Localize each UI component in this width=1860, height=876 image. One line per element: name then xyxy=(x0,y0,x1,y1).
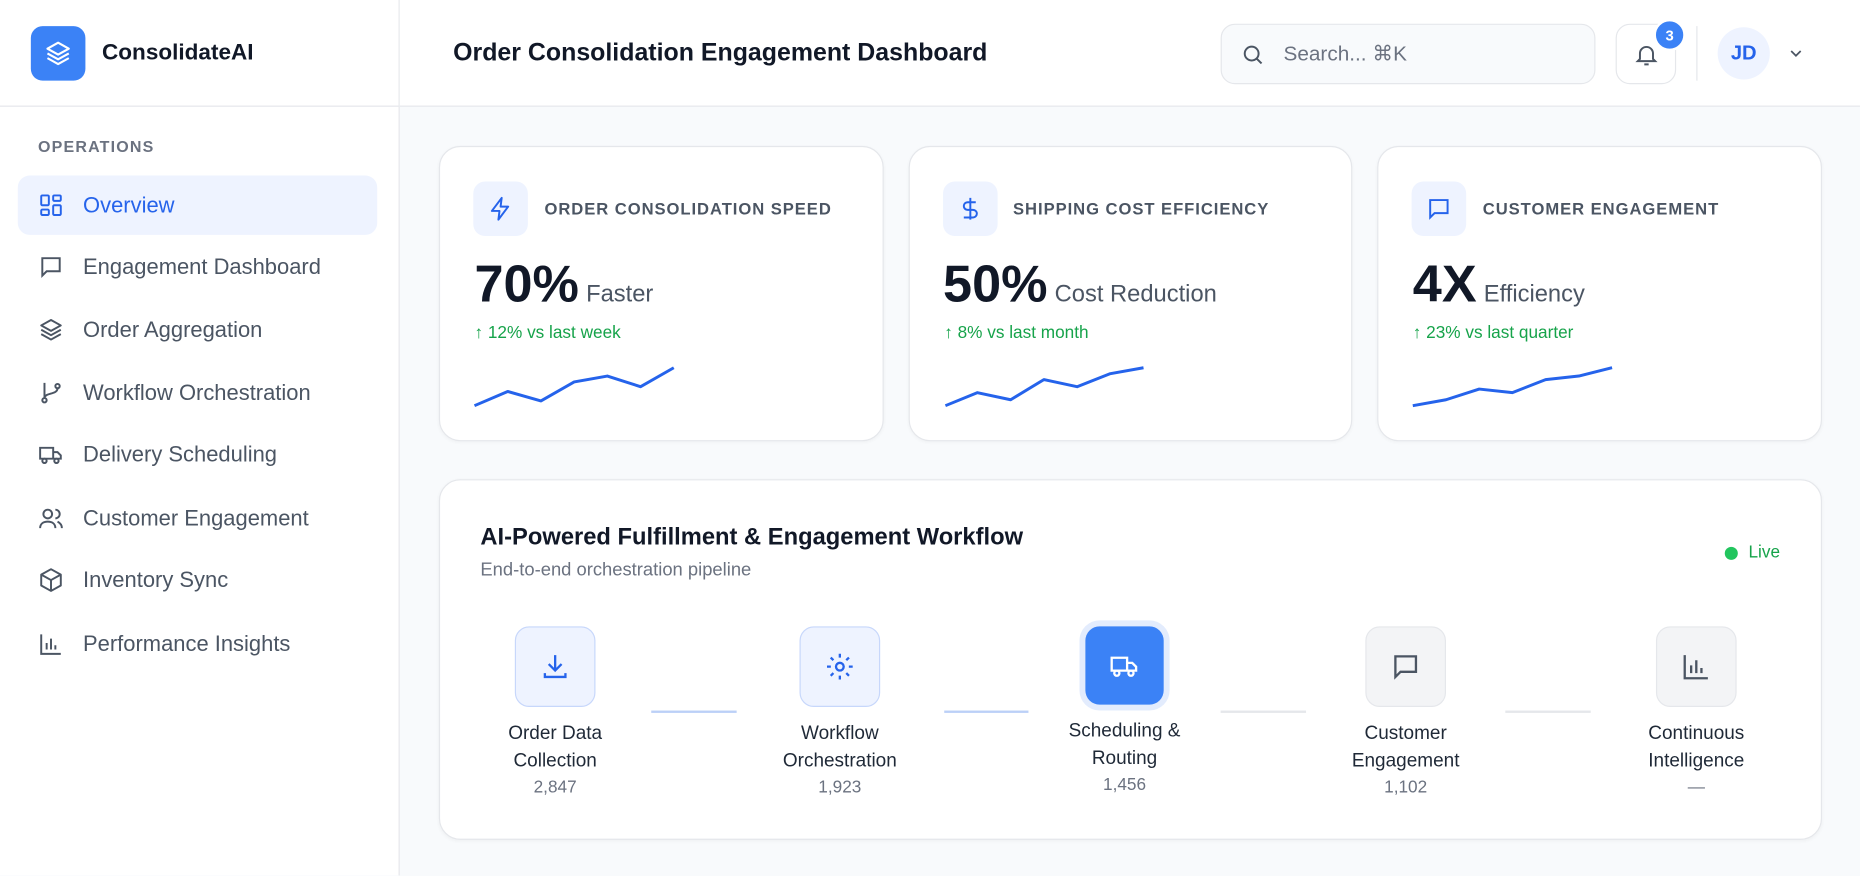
step-count: 1,102 xyxy=(1384,778,1428,798)
metric-card: CUSTOMER ENGAGEMENT 4X Efficiency ↑ 23% v… xyxy=(1377,145,1823,442)
search-placeholder: Search... ⌘K xyxy=(1283,41,1407,66)
status-dot xyxy=(1724,546,1738,560)
metric-value-row: 50% Cost Reduction xyxy=(943,255,1217,314)
logo[interactable] xyxy=(30,26,86,81)
avatar[interactable]: JD xyxy=(1717,27,1770,80)
nav-label: Workflow Orchestration xyxy=(83,379,311,405)
metric-label: CUSTOMER ENGAGEMENT xyxy=(1482,199,1720,219)
connector xyxy=(1505,710,1591,713)
step-label: Workflow Orchestration xyxy=(782,723,897,772)
nav-label: Engagement Dashboard xyxy=(83,253,321,279)
nav-item[interactable]: Performance Insights xyxy=(18,614,377,673)
nav-label: Performance Insights xyxy=(83,631,291,656)
metric-card: SHIPPING COST EFFICIENCY 50% Cost Reducti… xyxy=(908,145,1353,442)
chevron[interactable] xyxy=(1786,44,1805,63)
metric-value-row: 4X Efficiency xyxy=(1413,255,1585,314)
nav-item[interactable]: Inventory Sync xyxy=(18,550,377,609)
metric-label: SHIPPING COST EFFICIENCY xyxy=(1013,199,1270,219)
nav-item[interactable]: Workflow Orchestration xyxy=(18,363,377,422)
workflow-step[interactable]: Workflow Orchestration 1,923 xyxy=(751,626,929,802)
nav-label: Delivery Scheduling xyxy=(83,441,278,467)
step-icon xyxy=(799,626,881,707)
status-label: Live xyxy=(1748,543,1781,563)
metric-change: ↑ 12% vs last week xyxy=(474,323,621,343)
search-box[interactable]: Search... ⌘K xyxy=(1220,23,1596,85)
sparkline xyxy=(1412,366,1613,408)
nav-label: Inventory Sync xyxy=(83,567,229,592)
nav-label: Order Aggregation xyxy=(83,316,263,342)
metric-value: 50% xyxy=(943,255,1048,314)
page-title: Order Consolidation Engagement Dashboard xyxy=(453,39,988,67)
metric-unit: Cost Reduction xyxy=(1054,281,1217,308)
metric-value: 4X xyxy=(1412,255,1477,314)
metric-change: ↑ 23% vs last quarter xyxy=(1412,323,1574,343)
step-label: Order Data Collection xyxy=(508,723,603,772)
workflow-step[interactable]: Continuous Intelligence — xyxy=(1607,626,1785,802)
step-label: Customer Engagement xyxy=(1351,723,1460,772)
notification-badge: 3 xyxy=(1653,18,1686,52)
workflow-title: AI-Powered Fulfillment & Engagement Work… xyxy=(480,524,1024,551)
metric-value: 70% xyxy=(474,255,579,314)
metric-change: ↑ 8% vs last month xyxy=(944,323,1089,343)
metric-icon xyxy=(1411,181,1467,237)
metric-unit: Faster xyxy=(586,281,654,308)
workflow-step[interactable]: Customer Engagement 1,102 xyxy=(1317,626,1495,802)
step-count: 2,847 xyxy=(533,778,577,798)
sidebar xyxy=(0,0,400,876)
workflow-card: AI-Powered Fulfillment & Engagement Work… xyxy=(438,479,1823,840)
nav-item[interactable]: Engagement Dashboard xyxy=(18,237,377,296)
connector xyxy=(1220,710,1307,713)
step-count: 1,923 xyxy=(818,778,862,798)
step-label: Scheduling & Routing xyxy=(1068,721,1181,769)
nav-label: Customer Engagement xyxy=(83,505,309,531)
divider xyxy=(1696,26,1698,81)
nav-label: Overview xyxy=(83,192,175,218)
workflow-subtitle: End-to-end orchestration pipeline xyxy=(480,559,752,581)
nav-item[interactable]: Delivery Scheduling xyxy=(18,425,377,484)
metric-label: ORDER CONSOLIDATION SPEED xyxy=(544,199,832,219)
step-label: Continuous Intelligence xyxy=(1648,723,1745,772)
sparkline xyxy=(473,366,675,408)
connector xyxy=(651,710,737,713)
sparkline xyxy=(944,366,1144,408)
step-count: 1,456 xyxy=(1102,775,1147,795)
step-icon xyxy=(514,626,596,707)
step-icon xyxy=(1365,626,1447,707)
metric-card: ORDER CONSOLIDATION SPEED 70% Faster ↑ 12… xyxy=(438,145,884,442)
metric-icon xyxy=(943,181,998,237)
brand: ConsolidateAI xyxy=(102,40,254,66)
metric-value-row: 70% Faster xyxy=(474,255,653,314)
step-icon xyxy=(1655,626,1737,707)
metric-unit: Efficiency xyxy=(1483,281,1585,308)
connector xyxy=(944,710,1029,713)
sidebar-header: ConsolidateAI xyxy=(0,0,399,107)
section-label: OPERATIONS xyxy=(37,137,155,156)
nav-item[interactable]: Customer Engagement xyxy=(18,489,377,548)
workflow-step[interactable]: Order Data Collection 2,847 xyxy=(466,626,644,802)
metric-icon xyxy=(473,181,528,237)
nav-item[interactable]: Overview xyxy=(17,175,378,235)
step-count: — xyxy=(1687,778,1705,798)
workflow-step[interactable]: Scheduling & Routing 1,456 xyxy=(1036,626,1214,799)
step-icon xyxy=(1085,626,1164,705)
nav-item[interactable]: Order Aggregation xyxy=(18,300,377,359)
